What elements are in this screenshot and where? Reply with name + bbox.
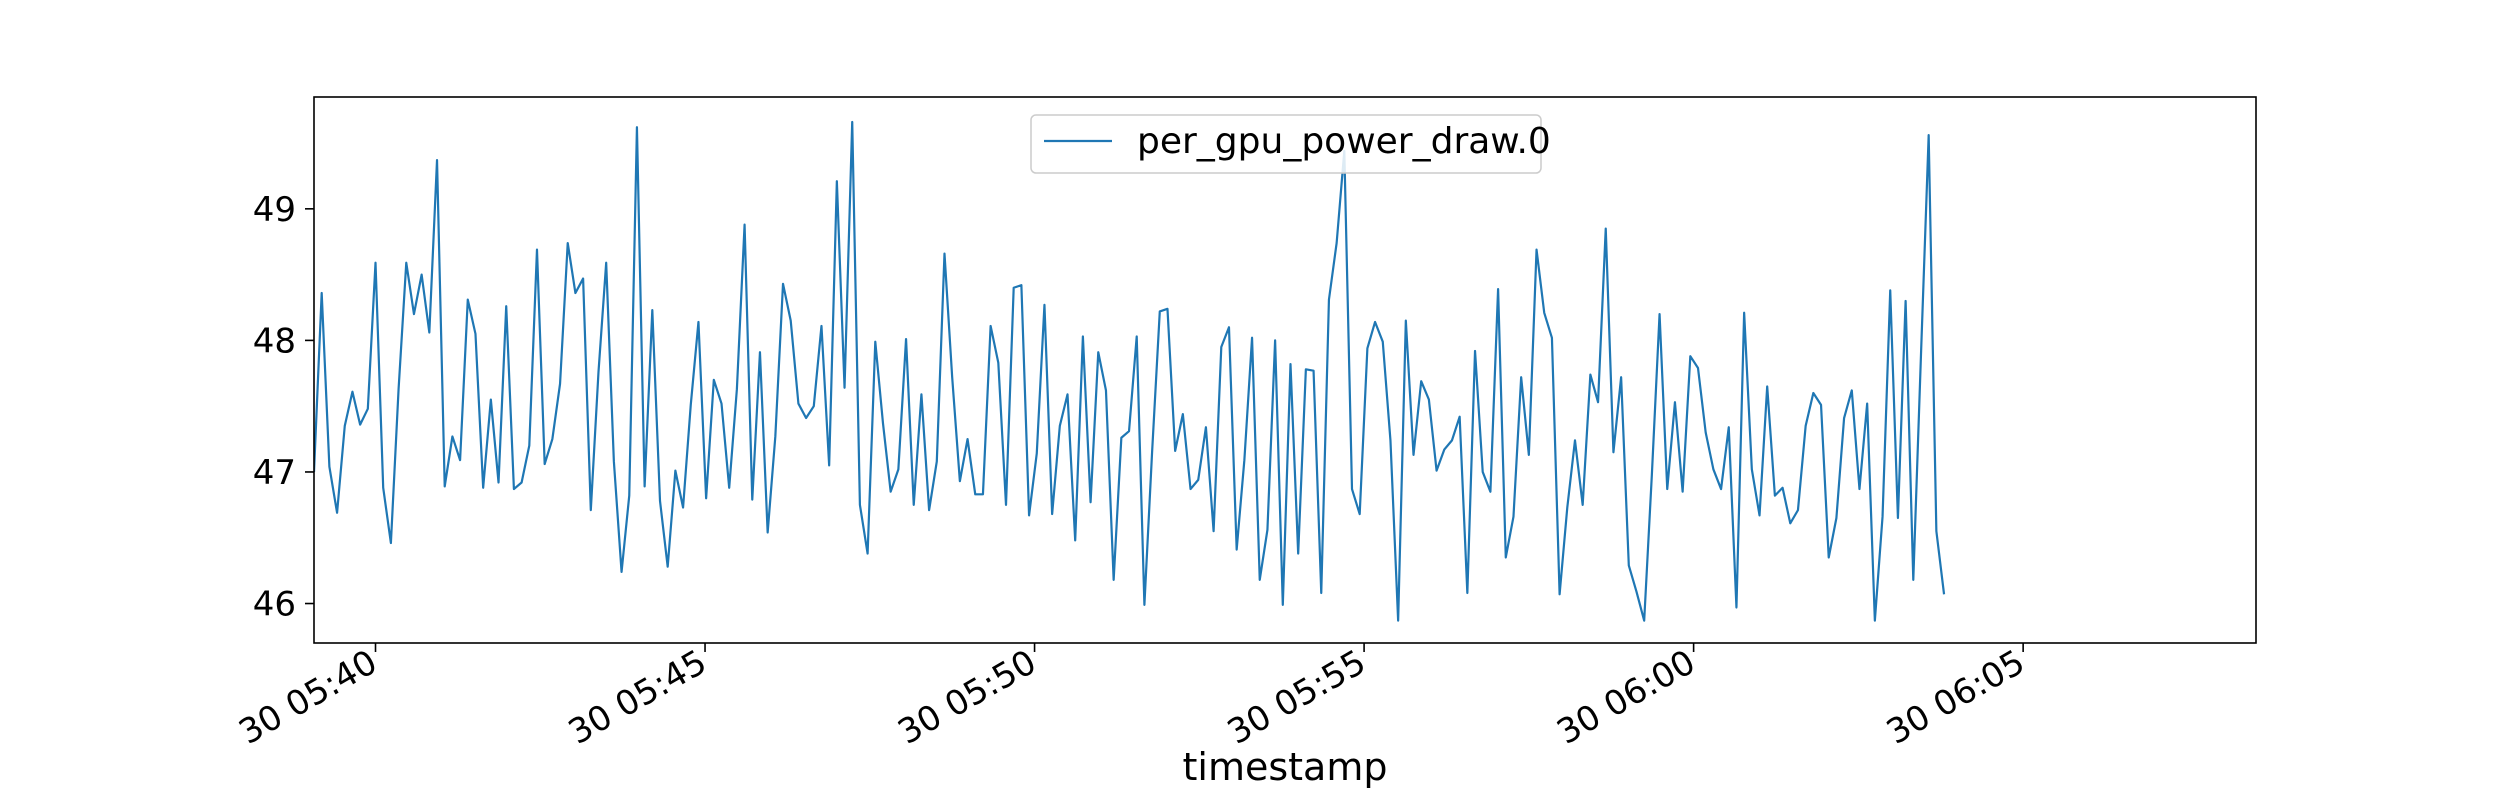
series-line-per-gpu-power-draw	[314, 120, 1946, 622]
y-tick-label: 49	[253, 190, 296, 230]
x-tick-label: 30 05:45	[562, 642, 714, 753]
x-axis-label: timestamp	[1183, 745, 1388, 789]
legend: per_gpu_power_draw.0	[1030, 114, 1551, 174]
x-tick-label: 30 06:00	[1550, 642, 1702, 753]
x-tick-label: 30 05:40	[232, 642, 384, 753]
y-tick-label: 48	[253, 321, 296, 361]
x-tick-label: 30 05:50	[891, 642, 1043, 753]
axes-frame	[313, 96, 2257, 644]
legend-label: per_gpu_power_draw.0	[1137, 121, 1551, 162]
legend-box	[1030, 114, 1542, 174]
x-tick-label: 30 05:55	[1221, 642, 1373, 753]
x-tick-label: 30 06:05	[1880, 642, 2032, 753]
y-tick-label: 46	[253, 585, 296, 625]
plot-area	[314, 120, 1946, 622]
y-tick-label: 47	[253, 453, 296, 493]
